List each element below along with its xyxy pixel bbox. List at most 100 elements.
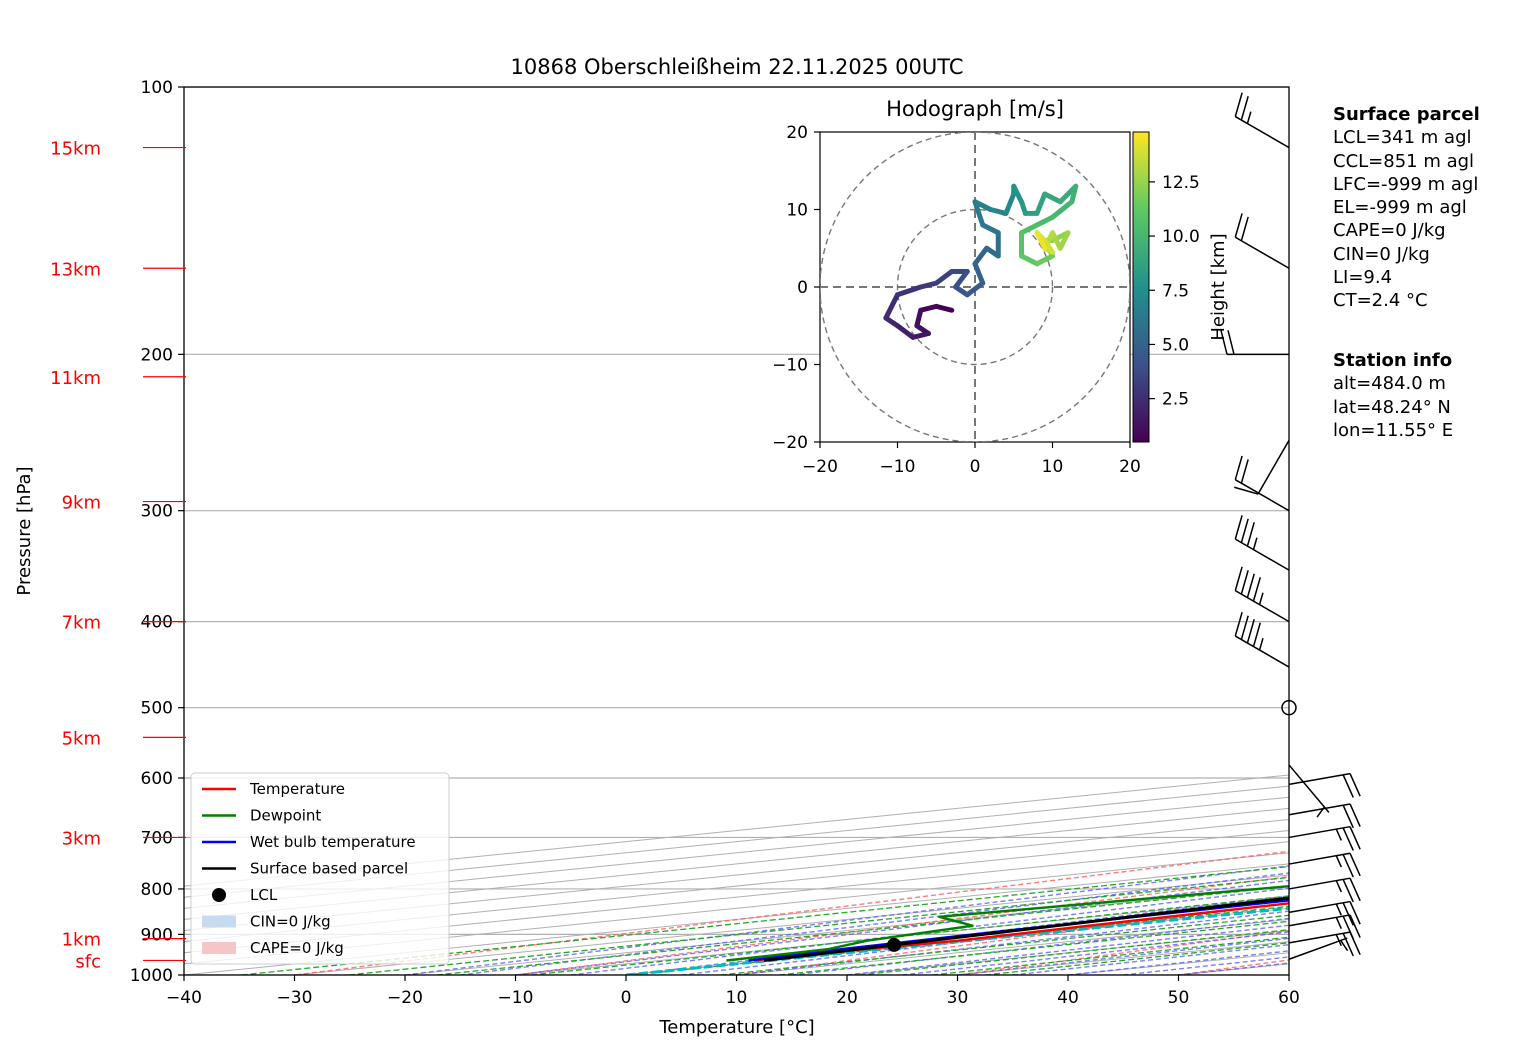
barb-flag [1335, 855, 1342, 868]
barb-staff [1288, 900, 1351, 914]
barb-staff [1288, 931, 1351, 944]
surface-parcel-panel: Surface parcel LCL=341 m agl CCL=851 m a… [1333, 103, 1480, 313]
p-tick-label: 500 [141, 699, 173, 719]
p-tick-label: 300 [141, 502, 173, 522]
dry-adiabat-line [1490, 46, 1517, 993]
hodo-x-tick-label: 20 [1119, 457, 1141, 477]
dewpoint-profile [726, 884, 1289, 962]
barb-flag [1349, 773, 1361, 797]
isotherm-line [184, 807, 1289, 920]
colorbar-tick-label: 10.0 [1162, 227, 1200, 247]
barb-flag [1349, 803, 1361, 827]
barb-flag [1342, 932, 1354, 957]
legend-label: Temperature [249, 780, 345, 798]
hodograph-segment [914, 307, 924, 329]
hodograph-segment [1003, 191, 1017, 216]
hodograph-segment [972, 261, 986, 286]
barb-staff [1234, 236, 1290, 269]
barb-staff [1234, 589, 1290, 623]
barb-staff [1288, 937, 1348, 960]
barb-flag [1234, 213, 1243, 238]
wind-barb [1281, 699, 1297, 716]
barb-staff [1288, 877, 1351, 890]
station-info-title: Station info [1333, 350, 1453, 371]
surface-parcel-title: Surface parcel [1333, 104, 1480, 125]
height-label: 3km [62, 828, 101, 849]
p-tick-label: 200 [141, 345, 173, 365]
parcel-cin: CIN=0 J/kg [1333, 243, 1430, 265]
barb-flag [1335, 934, 1342, 947]
barb-flag [1335, 917, 1342, 929]
legend-box [190, 772, 450, 965]
mixing-ratio-line [531, 895, 1289, 975]
moist-adiabat-line [625, 895, 1289, 975]
barb-staff [1234, 479, 1290, 512]
x-tick-label: 30 [947, 988, 969, 1008]
wind-barb [1234, 515, 1290, 571]
height-label: 13km [50, 259, 101, 280]
p-tick-label: 700 [141, 828, 173, 848]
barb-staff [1234, 115, 1290, 149]
hodograph-segment [910, 331, 931, 340]
hodo-y-tick-label: 10 [786, 201, 808, 221]
hodograph-segment [883, 292, 900, 321]
wind-barb [1288, 852, 1361, 878]
parcel-cape: CAPE=0 J/kg [1333, 220, 1446, 242]
hodo-y-tick-label: 0 [797, 278, 808, 298]
hodo-x-tick-label: 10 [1042, 457, 1064, 477]
hodograph-segment [918, 280, 939, 290]
x-tick-label: −40 [166, 988, 202, 1008]
legend-label: CAPE=0 J/kg [250, 939, 344, 957]
x-tick-label: −10 [498, 988, 534, 1008]
barb-flag [1258, 592, 1264, 605]
hodograph-segment [918, 303, 939, 313]
legend-label: LCL [250, 886, 278, 904]
legend-swatch [212, 888, 226, 902]
barb-flag [1252, 537, 1258, 550]
chart-title: 10868 Oberschleißheim 22.11.2025 00UTC [511, 55, 964, 79]
hodograph-segment [980, 222, 1001, 236]
barb-staff [1288, 772, 1351, 786]
wind-barb [1288, 937, 1349, 960]
p-tick-label: 100 [141, 78, 173, 98]
barb-staff [1234, 538, 1290, 571]
height-label: 5km [62, 728, 101, 749]
isotherm-line [184, 774, 1289, 887]
p-tick-label: 1000 [130, 966, 173, 986]
barb-flag [1234, 612, 1243, 637]
wind-barb [1288, 877, 1361, 903]
barb-staff [1288, 803, 1351, 816]
y-axis-label: Pressure [hPa] [14, 466, 35, 595]
hodograph-segment [1069, 183, 1079, 205]
mixing-ratio-line [984, 942, 1289, 975]
barb-flag [1252, 622, 1262, 647]
wind-barb [1288, 825, 1361, 851]
barb-flag [1252, 577, 1262, 602]
wind-barb [1234, 92, 1290, 149]
hodograph-segment [1034, 191, 1048, 216]
hodograph-segment [1042, 191, 1063, 205]
parcel-el: EL=-999 m agl [1333, 197, 1467, 219]
barb-flag [1234, 566, 1243, 591]
barb-flag [1234, 486, 1259, 495]
barb-flag [1246, 619, 1255, 644]
colorbar-tick-label: 2.5 [1162, 390, 1189, 410]
barb-staff [1257, 439, 1290, 495]
hodograph: Hodograph [m/s] −20 −20 −10 −10 0 0 10 10 20 20 2… [772, 97, 1229, 477]
hodograph-segment [1019, 253, 1040, 267]
station-lat: lat=48.24° N [1333, 396, 1451, 418]
hodograph-segment [964, 280, 986, 298]
hodograph-segment [953, 269, 970, 290]
height-label: 9km [62, 493, 101, 514]
barb-flag [1349, 914, 1361, 938]
parcel-li: LI=9.4 [1333, 267, 1393, 289]
x-tick-label: −30 [277, 988, 313, 1008]
height-label: 15km [50, 139, 101, 160]
parcel-lfc: LFC=-999 m agl [1333, 173, 1479, 195]
hodograph-segment [1034, 253, 1055, 267]
wind-barb [1234, 439, 1290, 495]
hodograph-segment [933, 303, 955, 313]
hodograph-segment [1034, 230, 1048, 251]
barb-flag [1234, 515, 1243, 540]
hodograph-segment [972, 199, 986, 228]
